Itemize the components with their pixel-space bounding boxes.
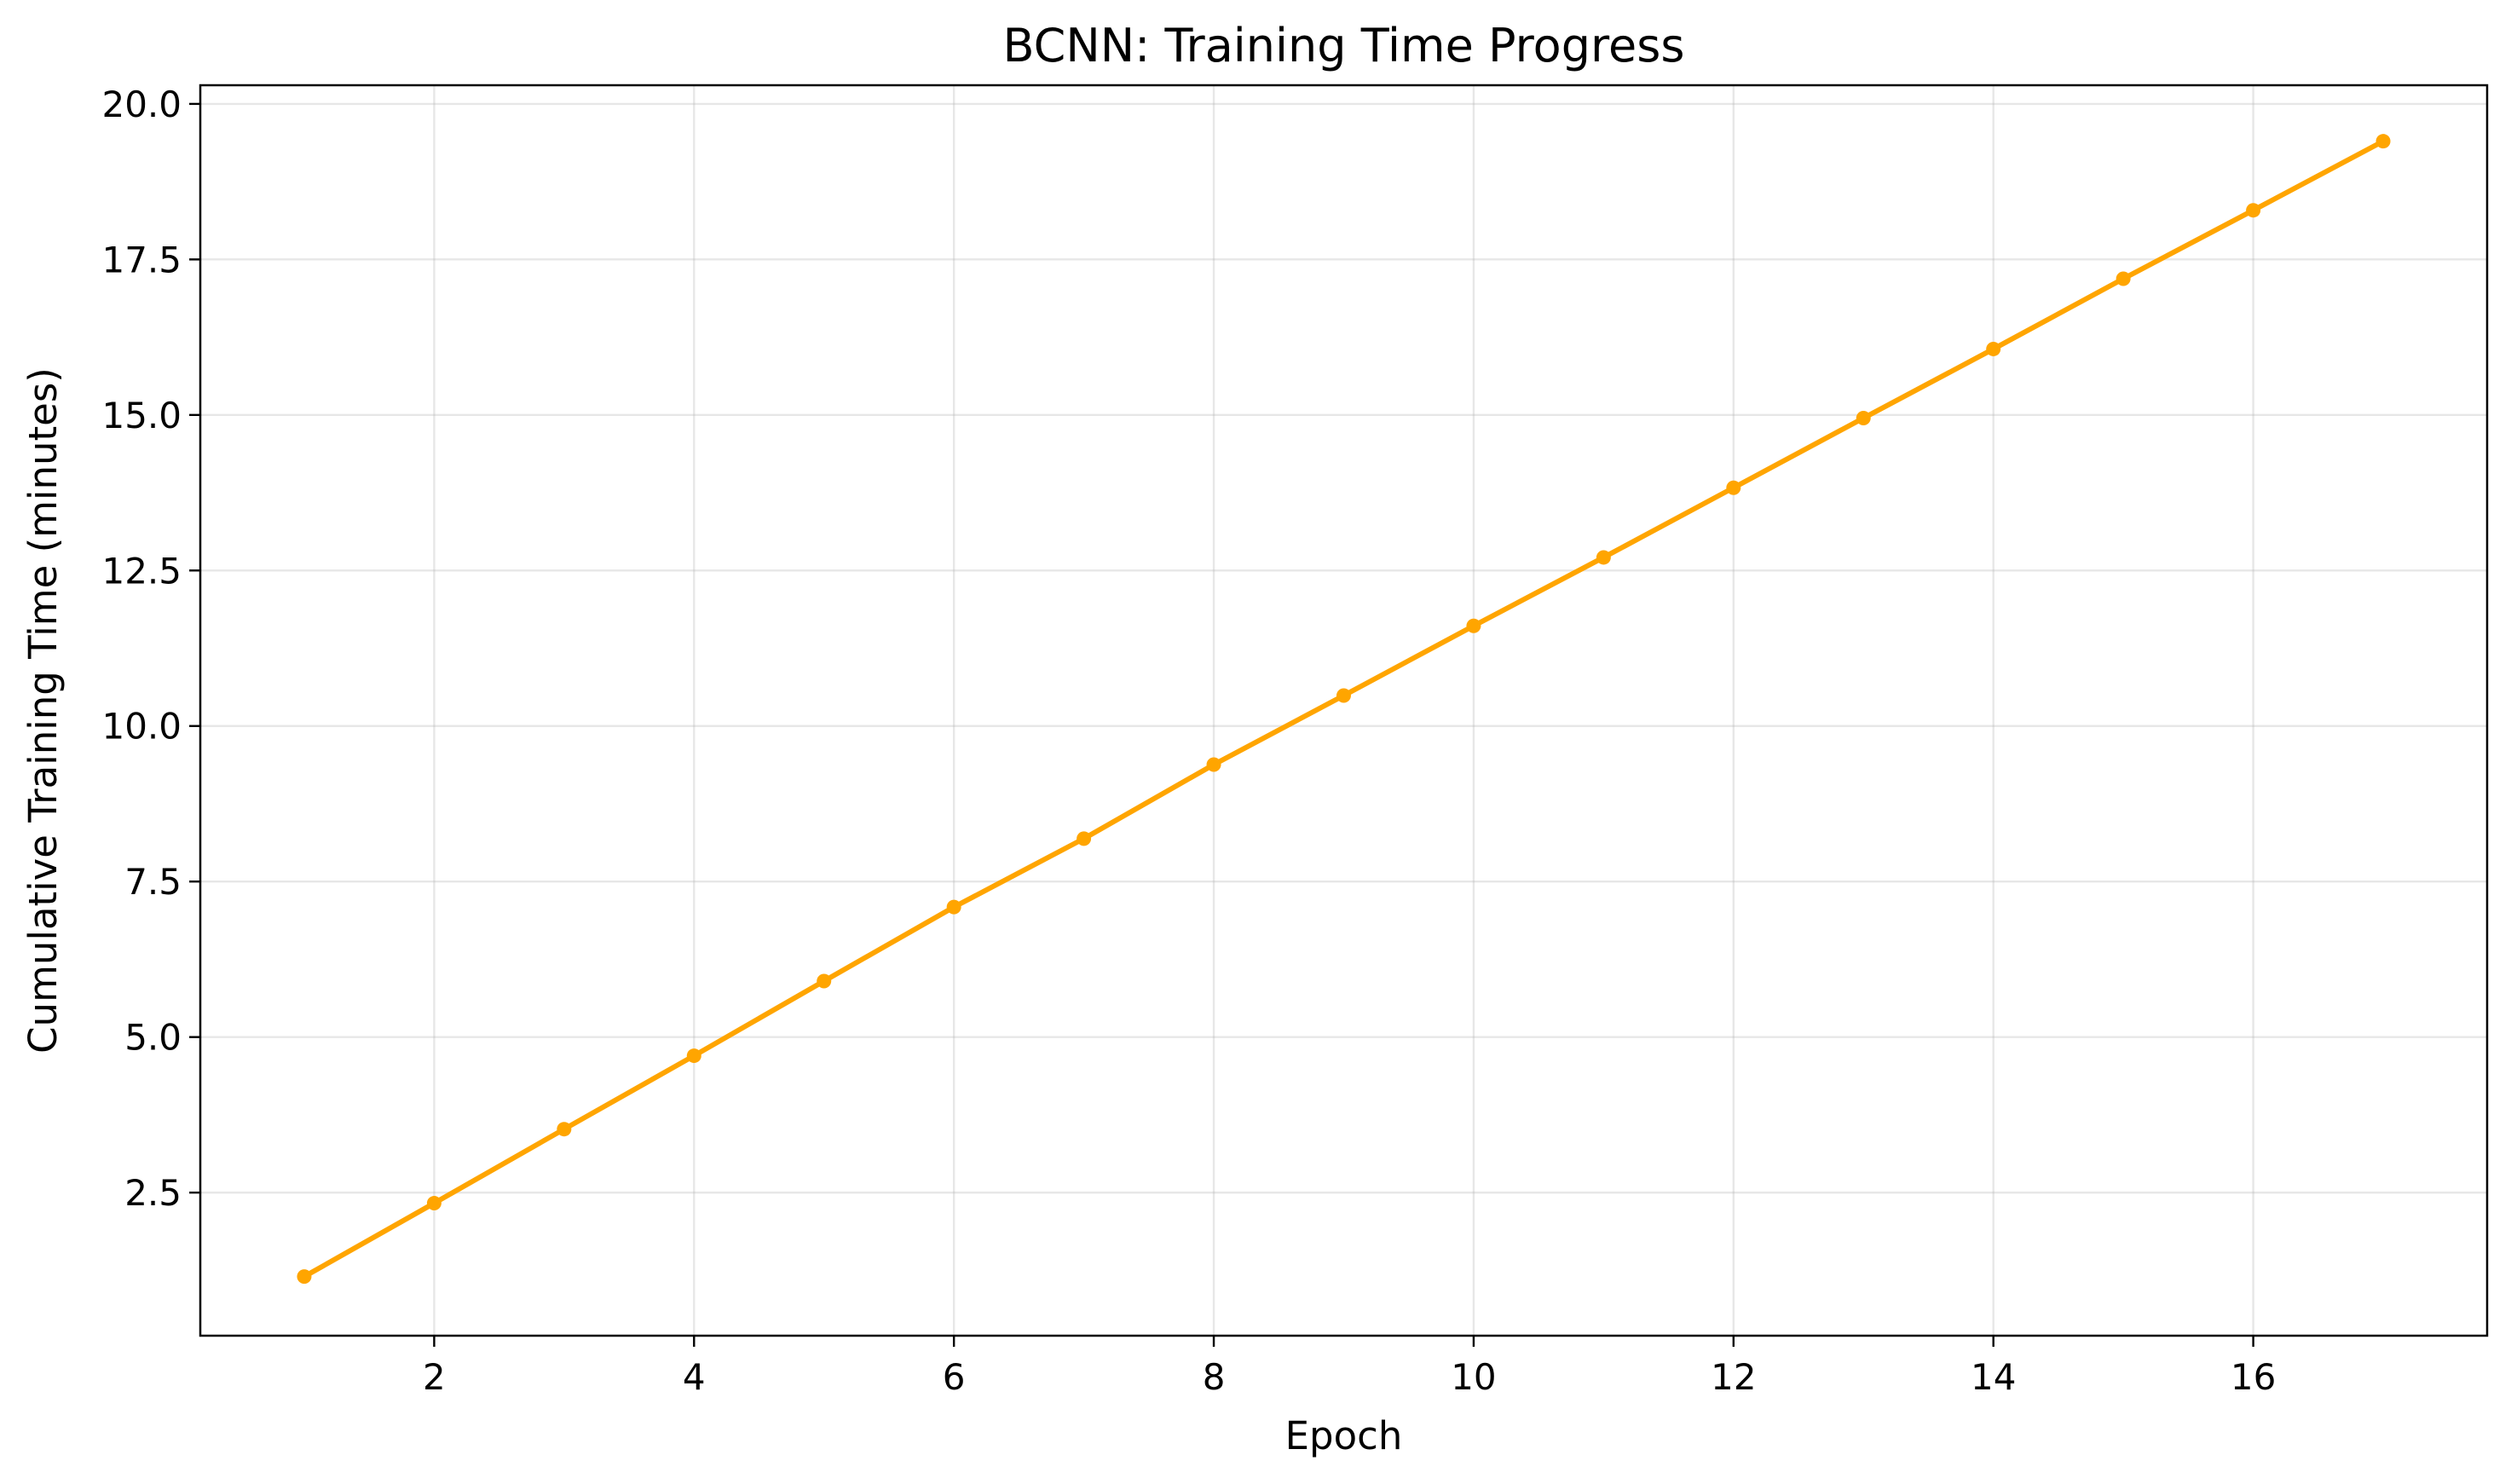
data-point: [1336, 688, 1351, 703]
y-tick-label: 7.5: [124, 861, 182, 903]
data-point: [1986, 341, 2001, 356]
x-axis-label: Epoch: [1285, 1413, 1403, 1458]
x-tick-label: 6: [943, 1356, 966, 1398]
data-point: [1077, 831, 1092, 846]
x-tick-label: 2: [423, 1356, 446, 1398]
data-point: [817, 973, 832, 989]
x-tick-label: 16: [2231, 1356, 2276, 1398]
data-point: [2375, 134, 2391, 149]
data-point: [1726, 480, 1741, 495]
data-point: [426, 1196, 442, 1211]
x-tick-label: 4: [683, 1356, 706, 1398]
data-point: [2246, 203, 2261, 218]
data-point: [297, 1269, 312, 1285]
y-tick-label: 17.5: [101, 239, 182, 280]
y-tick-label: 20.0: [101, 84, 182, 125]
y-tick-label: 10.0: [101, 706, 182, 748]
data-point: [1596, 550, 1611, 565]
chart-title: BCNN: Training Time Progress: [1003, 19, 1685, 72]
y-tick-label: 5.0: [124, 1017, 182, 1059]
x-tick-label: 12: [1711, 1356, 1756, 1398]
series-layer: [297, 134, 2391, 1285]
data-point: [686, 1048, 701, 1064]
data-point: [2116, 271, 2131, 286]
tick-layer: 2 4 6 8 10 12 14 16 2.5 5.0 7.5 10.0 12.5 15.0 17.5 20.…: [101, 84, 2276, 1398]
grid: [200, 85, 2487, 1336]
data-point: [1856, 410, 1871, 425]
x-tick-label: 10: [1451, 1356, 1496, 1398]
data-point: [1206, 757, 1221, 772]
y-tick-label: 12.5: [101, 550, 182, 592]
data-point: [1466, 618, 1481, 633]
data-point: [557, 1122, 572, 1137]
y-tick-label: 15.0: [101, 395, 182, 436]
y-axis-label: Cumulative Training Time (minutes): [20, 367, 66, 1054]
x-tick-label: 8: [1203, 1356, 1226, 1398]
y-tick-label: 2.5: [124, 1172, 182, 1214]
data-point: [946, 899, 961, 915]
x-tick-label: 14: [1971, 1356, 2016, 1398]
plot-frame: [199, 84, 2489, 1337]
